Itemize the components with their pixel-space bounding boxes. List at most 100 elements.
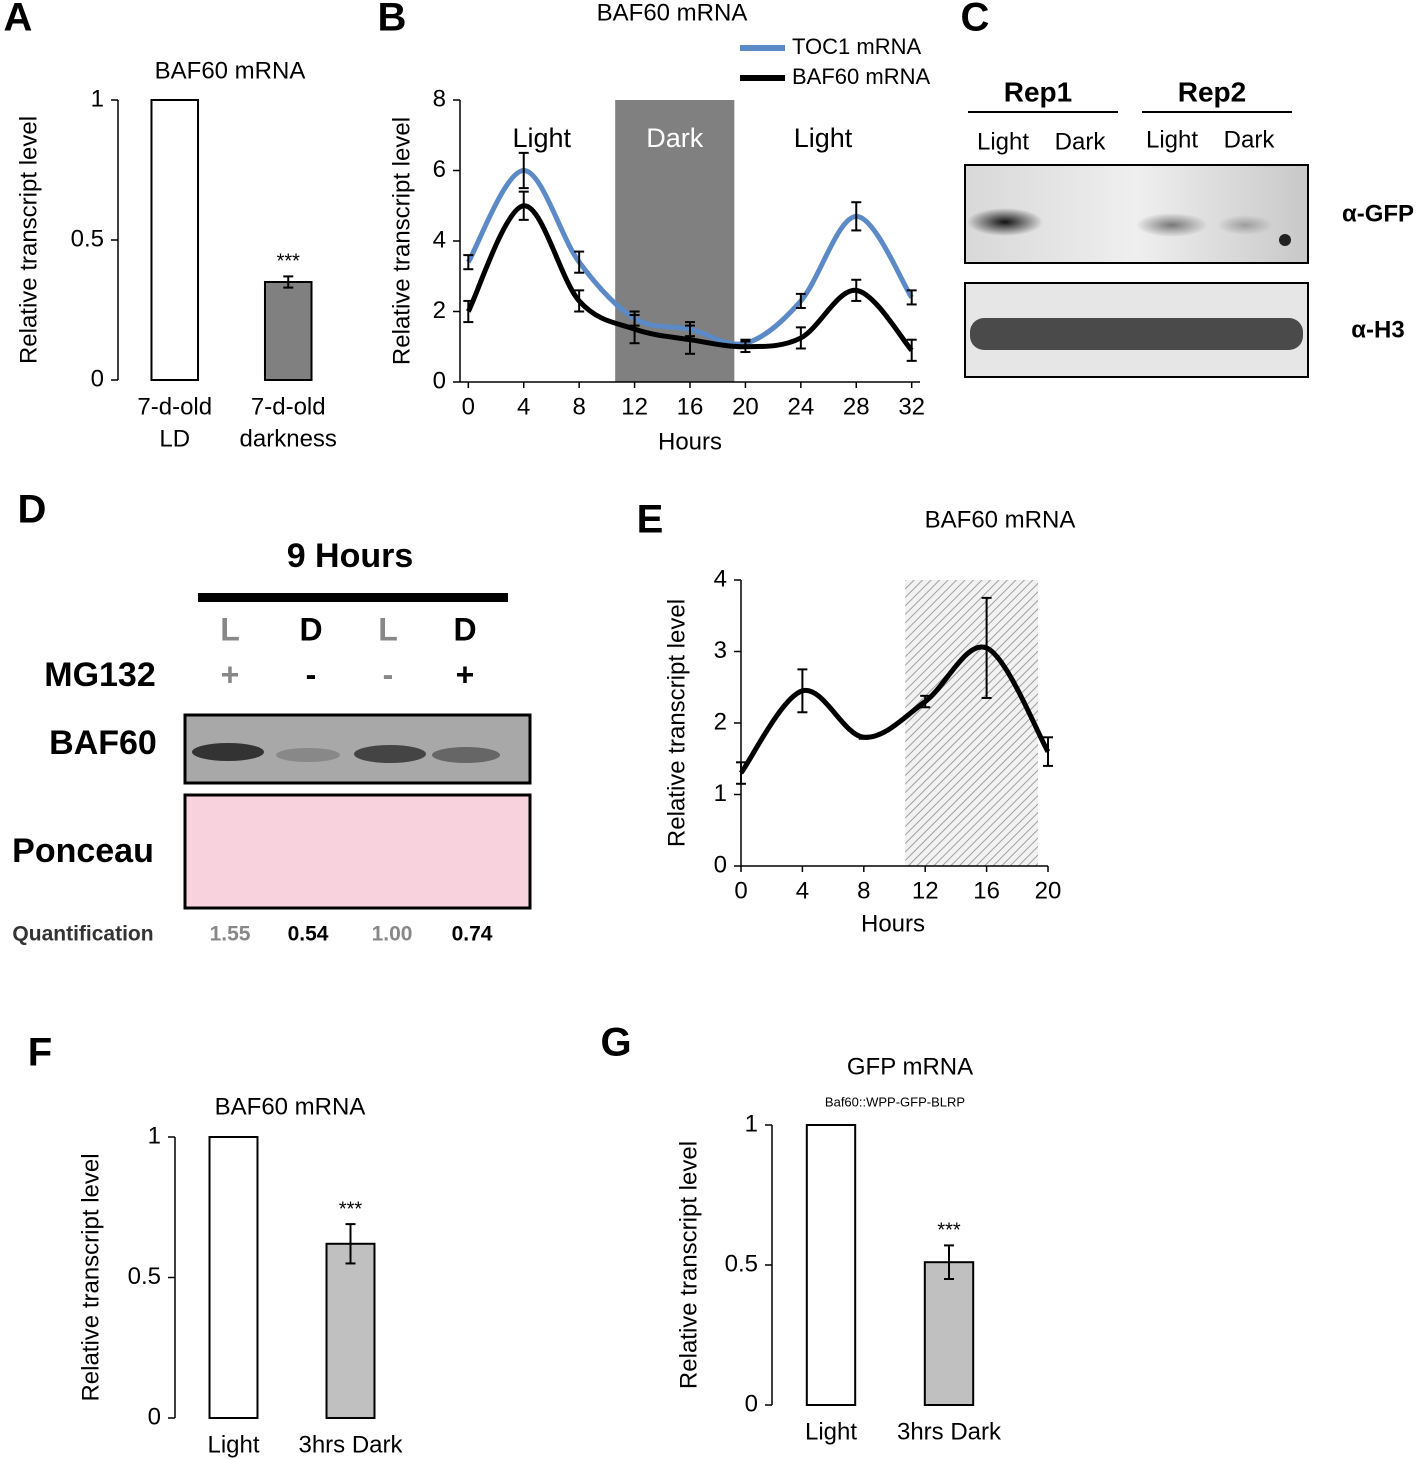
- x-tick-label: 20: [1035, 877, 1062, 904]
- x-tick-label: Light: [805, 1418, 857, 1445]
- replicate-label: Rep1: [1004, 76, 1072, 107]
- y-tick-label: 0.5: [725, 1250, 758, 1277]
- blot-band: [1217, 215, 1273, 235]
- chart-subtitle: Baf60::WPP-GFP-BLRP: [825, 1094, 965, 1109]
- y-tick-label: 2: [433, 297, 446, 324]
- significance: ***: [937, 1220, 961, 1242]
- treatment-sign: -: [383, 656, 394, 692]
- x-axis-label: Hours: [658, 428, 722, 455]
- error-bar: [463, 254, 474, 271]
- lane-label: Dark: [1224, 126, 1276, 153]
- x-tick-label: 7-d-old: [251, 393, 326, 420]
- panel-letter: C: [961, 0, 990, 40]
- quantification-value: 1.00: [372, 923, 413, 946]
- condition-label: L: [378, 611, 398, 647]
- panel-letter: B: [378, 0, 407, 40]
- x-tick-label: 4: [517, 393, 530, 420]
- y-tick-label: 0: [714, 851, 727, 878]
- y-tick-label: 1: [91, 85, 104, 112]
- x-tick-label: 0: [734, 877, 747, 904]
- x-tick-label: darkness: [240, 425, 337, 452]
- condition-label: D: [299, 611, 322, 647]
- chart-title: BAF60 mRNA: [597, 0, 748, 26]
- shaded-region: [905, 580, 1039, 866]
- x-axis-label: Hours: [861, 910, 925, 937]
- condition-label: L: [220, 611, 240, 647]
- blot-band: [192, 743, 264, 761]
- x-tick-label: 8: [572, 393, 585, 420]
- x-tick-label: 4: [796, 877, 809, 904]
- treatment-sign: +: [221, 656, 240, 692]
- row-label: Ponceau: [12, 832, 154, 870]
- chart-title: BAF60 mRNA: [215, 1093, 366, 1120]
- treatment-sign: +: [456, 656, 475, 692]
- x-tick-label: 28: [843, 393, 870, 420]
- blot-band: [1136, 213, 1208, 237]
- error-bar: [858, 734, 869, 740]
- y-tick-label: 0: [148, 1403, 161, 1430]
- quantification-value: 0.54: [288, 923, 329, 946]
- error-bar: [944, 1244, 954, 1280]
- bar: [805, 1124, 857, 1406]
- condition-label: D: [453, 611, 476, 647]
- bar: [150, 99, 200, 381]
- blot-band: [354, 745, 426, 763]
- x-tick-label: 8: [857, 877, 870, 904]
- y-tick-label: 8: [433, 85, 446, 112]
- x-tick-label: 12: [912, 877, 939, 904]
- panel-letter: A: [4, 0, 33, 40]
- y-axis-label: Relative transcript level: [663, 599, 690, 847]
- blot-title: 9 Hours: [287, 537, 414, 575]
- error-bar: [851, 201, 862, 232]
- quantification-value: 1.55: [210, 923, 251, 946]
- x-tick-label: 20: [732, 393, 759, 420]
- replicate-label: Rep2: [1178, 76, 1246, 107]
- bar: [208, 1136, 259, 1419]
- phase-label: Light: [794, 123, 853, 153]
- error-bar: [906, 338, 917, 362]
- lane-label: Dark: [1055, 128, 1107, 155]
- line-series: [738, 644, 1051, 775]
- y-tick-label: 6: [433, 156, 446, 183]
- panel-letter: G: [600, 1021, 631, 1065]
- blot-band: [432, 747, 500, 763]
- error-bar: [906, 289, 917, 306]
- y-tick-label: 4: [714, 565, 727, 592]
- lane-label: Light: [977, 128, 1029, 155]
- error-bar: [685, 324, 695, 355]
- y-tick-label: 4: [433, 226, 446, 253]
- y-tick-label: 1: [745, 1110, 758, 1137]
- blot-c: C Rep1 Rep2 Light Dark Light Dark α-GFP …: [961, 0, 1414, 378]
- error-bar: [795, 292, 806, 309]
- y-tick-label: 1: [148, 1122, 161, 1149]
- x-tick-label: 16: [677, 393, 704, 420]
- panel-letter: D: [18, 488, 47, 532]
- error-bar: [981, 596, 992, 699]
- panel-letter: E: [637, 498, 664, 542]
- error-bar: [345, 1223, 356, 1265]
- lane-label: Light: [1146, 126, 1198, 153]
- blot-band: [276, 748, 340, 762]
- blot-band: [970, 318, 1303, 350]
- error-bar: [1043, 736, 1053, 767]
- error-bar: [574, 289, 585, 313]
- y-tick-label: 0: [745, 1390, 758, 1417]
- y-axis-label: Relative transcript level: [388, 117, 415, 365]
- treatment-label: MG132: [44, 656, 156, 694]
- x-tick-label: 12: [621, 393, 648, 420]
- phase-label: Dark: [646, 123, 704, 153]
- x-tick-label: 3hrs Dark: [897, 1418, 1002, 1445]
- title-bar: [198, 593, 508, 602]
- y-tick-label: 0.5: [128, 1263, 161, 1290]
- y-tick-label: 2: [714, 708, 727, 735]
- significance: ***: [277, 251, 301, 273]
- x-tick-label: LD: [159, 425, 190, 452]
- error-bar: [518, 190, 529, 221]
- error-bar: [851, 278, 862, 302]
- bar: [325, 1242, 376, 1420]
- row-label: BAF60: [49, 724, 157, 762]
- phase-label: Light: [512, 123, 571, 153]
- y-axis-label: Relative transcript level: [15, 116, 42, 364]
- quantification-label: Quantification: [12, 923, 153, 946]
